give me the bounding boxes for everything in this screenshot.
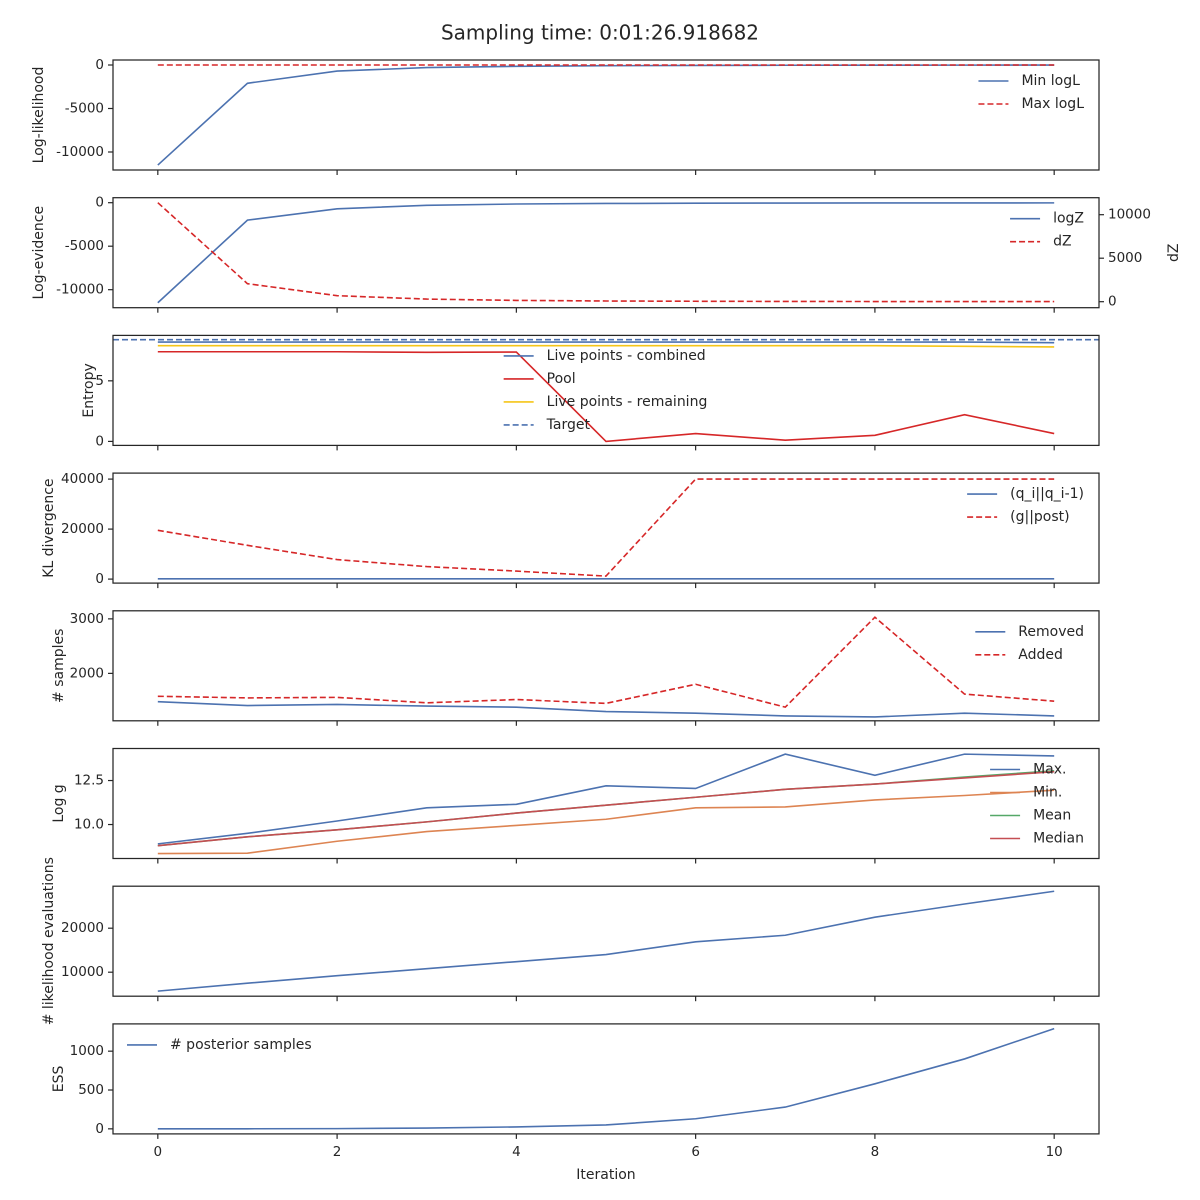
y-axis-label: Entropy (81, 363, 97, 417)
x-tick-label: 6 (691, 1144, 700, 1160)
legend-label: Removed (1018, 624, 1084, 640)
y-tick-label: 2000 (70, 665, 104, 681)
x-tick-label: 2 (333, 1144, 342, 1160)
legend-label: logZ (1053, 211, 1084, 227)
y2-tick-label: 10000 (1108, 207, 1151, 223)
y-tick-label: 12.5 (74, 773, 104, 789)
y-tick-label: 40000 (61, 471, 104, 487)
legend-label: Added (1018, 647, 1063, 663)
axes-frame (112, 197, 1100, 309)
series-line (157, 202, 1055, 304)
legend-label: (g||post) (1010, 509, 1069, 525)
y-tick-label: 500 (78, 1082, 104, 1098)
y-tick-label: 10.0 (74, 817, 104, 833)
y-axis-label: # likelihood evaluations (41, 857, 57, 1025)
axes-frame (112, 885, 1100, 997)
y-tick-label: 0 (95, 195, 104, 211)
y-tick-label: 0 (95, 433, 104, 449)
y-tick-label: 20000 (61, 521, 104, 537)
y-tick-label: -10000 (56, 282, 104, 298)
y-tick-label: -5000 (65, 100, 104, 116)
y-tick-label: -5000 (65, 238, 104, 254)
figure-title: Sampling time: 0:01:26.918682 (441, 21, 759, 45)
legend-label: Live points - combined (547, 348, 706, 364)
series-line (157, 64, 1055, 166)
series-line (157, 770, 1055, 847)
axes-frame (112, 747, 1100, 860)
legend: logZ dZ (1010, 211, 1084, 250)
series-line (157, 344, 1055, 348)
legend-label: Pool (547, 371, 576, 387)
legend-label: # posterior samples (170, 1037, 312, 1053)
y2-tick-label: 5000 (1108, 250, 1142, 266)
subplot: 10.0 12.5 Log g Max. Min. Mean Median (51, 747, 1100, 864)
legend-label: Mean (1033, 808, 1071, 824)
y2-tick-label: 0 (1108, 294, 1117, 310)
legend: # posterior samples (127, 1037, 312, 1053)
y-tick-label: 5 (95, 373, 104, 389)
legend-label: Max logL (1021, 96, 1084, 112)
legend: Max. Min. Mean Median (990, 762, 1084, 847)
legend-label: Min. (1033, 785, 1062, 801)
series-line (157, 1027, 1055, 1130)
y-tick-label: 0 (95, 1121, 104, 1137)
y2-axis-label: dZ (1166, 243, 1182, 261)
subplot: 2000 3000# samples Removed Added (51, 610, 1100, 726)
x-tick-label: 4 (512, 1144, 521, 1160)
legend-label: Min logL (1021, 73, 1080, 89)
legend-label: (q_i||q_i-1) (1010, 486, 1084, 502)
x-tick-label: 8 (871, 1144, 880, 1160)
y-tick-label: 0 (95, 57, 104, 73)
x-axis-label: Iteration (576, 1167, 635, 1183)
series-line (157, 700, 1055, 718)
subplot: 0 500 1000 0 2 4 6 8 10 ESS Iteration # posterior s… (51, 1023, 1100, 1183)
legend: (q_i||q_i-1) (g||post) (967, 486, 1084, 525)
axes-frame (112, 610, 1100, 722)
legend: Live points - combined Pool Live points - … (503, 348, 708, 433)
series-line (157, 341, 1055, 344)
axes-frame (112, 59, 1100, 171)
legend-label: dZ (1053, 234, 1071, 250)
y-axis-label: Log-evidence (31, 206, 47, 300)
axes-frame (112, 1023, 1100, 1135)
series-line (157, 350, 1055, 443)
series-line (157, 770, 1055, 847)
x-tick-label: 10 (1046, 1144, 1063, 1160)
subplot: 10000 20000# likelihood evaluations (41, 857, 1100, 1025)
y-tick-label: 3000 (70, 611, 104, 627)
legend-label: Live points - remaining (547, 394, 708, 410)
legend: Removed Added (975, 624, 1084, 663)
series-line (157, 478, 1055, 577)
legend-label: Median (1033, 831, 1084, 847)
y-axis-label: # samples (51, 629, 67, 703)
legend: Min logL Max logL (978, 73, 1084, 112)
y-tick-label: 1000 (70, 1043, 104, 1059)
series-line (157, 753, 1055, 845)
subplot: -10000 -5000 0 Log-likelihood Min logL Max lo… (31, 57, 1100, 175)
y-axis-label: Log-likelihood (31, 67, 47, 164)
x-tick-label: 0 (154, 1144, 163, 1160)
y-axis-label: Log g (51, 784, 67, 822)
legend-label: Max. (1033, 762, 1066, 778)
legend-label: Target (546, 417, 591, 433)
y-tick-label: 0 (95, 571, 104, 587)
y-axis-label: ESS (51, 1065, 67, 1092)
y-tick-label: -10000 (56, 144, 104, 160)
y-axis-label: KL divergence (41, 478, 57, 577)
series-line (157, 789, 1055, 855)
axes-frame (112, 472, 1100, 584)
series-line (157, 616, 1055, 709)
y-tick-label: 20000 (61, 920, 104, 936)
y-tick-label: 10000 (61, 964, 104, 980)
series-line (157, 890, 1055, 992)
axes-frame (112, 334, 1100, 447)
series-line (157, 202, 1055, 303)
